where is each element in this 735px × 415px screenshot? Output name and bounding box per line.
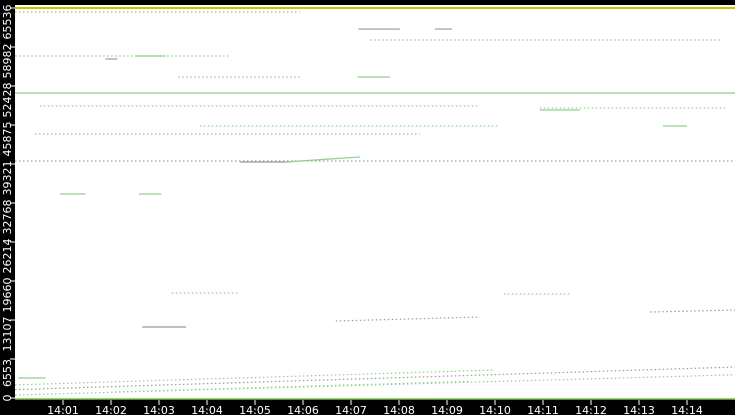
x-tick-label: 14:11 (527, 404, 559, 415)
x-tick-label: 14:13 (623, 404, 655, 415)
x-tick-label: 14:14 (671, 404, 703, 415)
x-tick-label: 14:08 (383, 404, 415, 415)
y-tick-label: 45875 (1, 122, 14, 157)
x-tick-label: 14:12 (575, 404, 607, 415)
x-tick-label: 14:06 (287, 404, 319, 415)
x-tick-label: 14:03 (143, 404, 175, 415)
x-tick-label: 14:05 (239, 404, 271, 415)
x-tick-label: 14:07 (335, 404, 367, 415)
point-series-segment (335, 316, 480, 322)
point-series-segment (285, 156, 360, 163)
y-tick-label: 65536 (1, 5, 14, 40)
x-tick-label: 14:09 (431, 404, 463, 415)
y-tick-label: 58982 (1, 44, 14, 79)
x-tick-label: 14:01 (47, 404, 79, 415)
y-tick-label: 26214 (1, 239, 14, 274)
y-tick-label: 39321 (1, 161, 14, 196)
y-tick-label: 6553 (1, 359, 14, 387)
x-tick-label: 14:02 (95, 404, 127, 415)
plot-area (15, 5, 735, 399)
point-series-segment (14, 369, 496, 386)
x-tick-label: 14:10 (479, 404, 511, 415)
y-tick-label: 32768 (1, 200, 14, 235)
x-tick-label: 14:04 (191, 404, 223, 415)
y-tick-label: 0 (1, 395, 14, 402)
y-tick-label: 19660 (1, 278, 14, 313)
y-tick-label: 52428 (1, 83, 14, 118)
point-series-segment (14, 366, 735, 391)
y-tick-label: 13107 (1, 317, 14, 352)
point-series-segment (110, 380, 472, 393)
